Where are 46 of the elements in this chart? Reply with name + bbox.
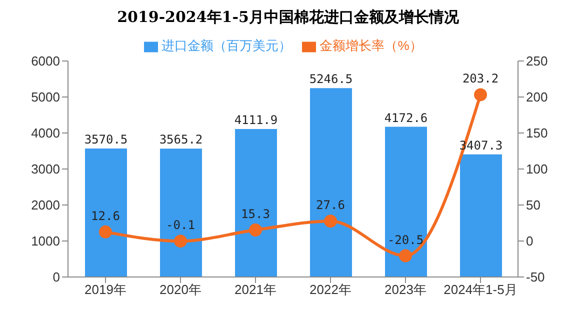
- data-label: -0.1: [166, 218, 195, 232]
- data-label: 3570.5: [84, 132, 128, 146]
- x-tick-label: 2020年: [160, 282, 202, 298]
- point: [99, 225, 112, 238]
- data-label: 5246.5: [309, 72, 353, 86]
- y2-tick-label: 0: [526, 234, 534, 249]
- data-label: 3565.2: [159, 132, 203, 147]
- point: [474, 88, 487, 102]
- x-tick-label: 2021年: [234, 282, 276, 298]
- data-label: 4111.9: [234, 112, 278, 127]
- bar: [385, 126, 427, 277]
- bar: [235, 128, 277, 277]
- data-label: 15.3: [241, 206, 270, 221]
- bar: [160, 148, 202, 277]
- y2-tick-label: 50: [526, 198, 540, 213]
- legend-label: 进口金额（百万美元）: [162, 38, 292, 53]
- x-tick-label: 2022年: [310, 282, 352, 298]
- point: [249, 223, 262, 236]
- y2-tick-label: 100: [526, 162, 548, 177]
- y-tick-label: 6000: [31, 54, 60, 69]
- y2-tick-label: 200: [526, 90, 548, 105]
- x-tick-label: 2019年: [84, 282, 126, 298]
- data-label: 12.6: [91, 208, 120, 223]
- chart-title: 2019-2024年1-5月中国棉花进口金额及增长情况: [116, 8, 460, 27]
- y-tick-label: 0: [52, 270, 60, 285]
- bar: [85, 148, 127, 277]
- y-tick-label: 5000: [31, 90, 60, 105]
- y2-tick-label: 250: [526, 54, 548, 69]
- point: [324, 214, 337, 228]
- data-label: 4172.6: [384, 110, 428, 125]
- y2-tick-label: 150: [526, 126, 548, 141]
- bar: [310, 88, 352, 277]
- data-label: 27.6: [316, 198, 345, 212]
- y-tick-label: 1000: [31, 234, 60, 249]
- point: [174, 234, 187, 248]
- bar: [460, 154, 502, 277]
- data-label: -20.5: [387, 232, 424, 247]
- point: [399, 249, 412, 262]
- y-tick-label: 4000: [31, 126, 60, 141]
- x-tick-label: 2024年1-5月: [444, 282, 518, 298]
- data-label: 203.2: [462, 72, 499, 86]
- y-tick-label: 2000: [31, 198, 60, 213]
- x-tick-label: 2023年: [384, 282, 426, 298]
- y2-tick-label: -50: [526, 270, 545, 285]
- y-tick-label: 3000: [31, 162, 60, 177]
- legend-label: 金额增长率（%）: [320, 38, 422, 53]
